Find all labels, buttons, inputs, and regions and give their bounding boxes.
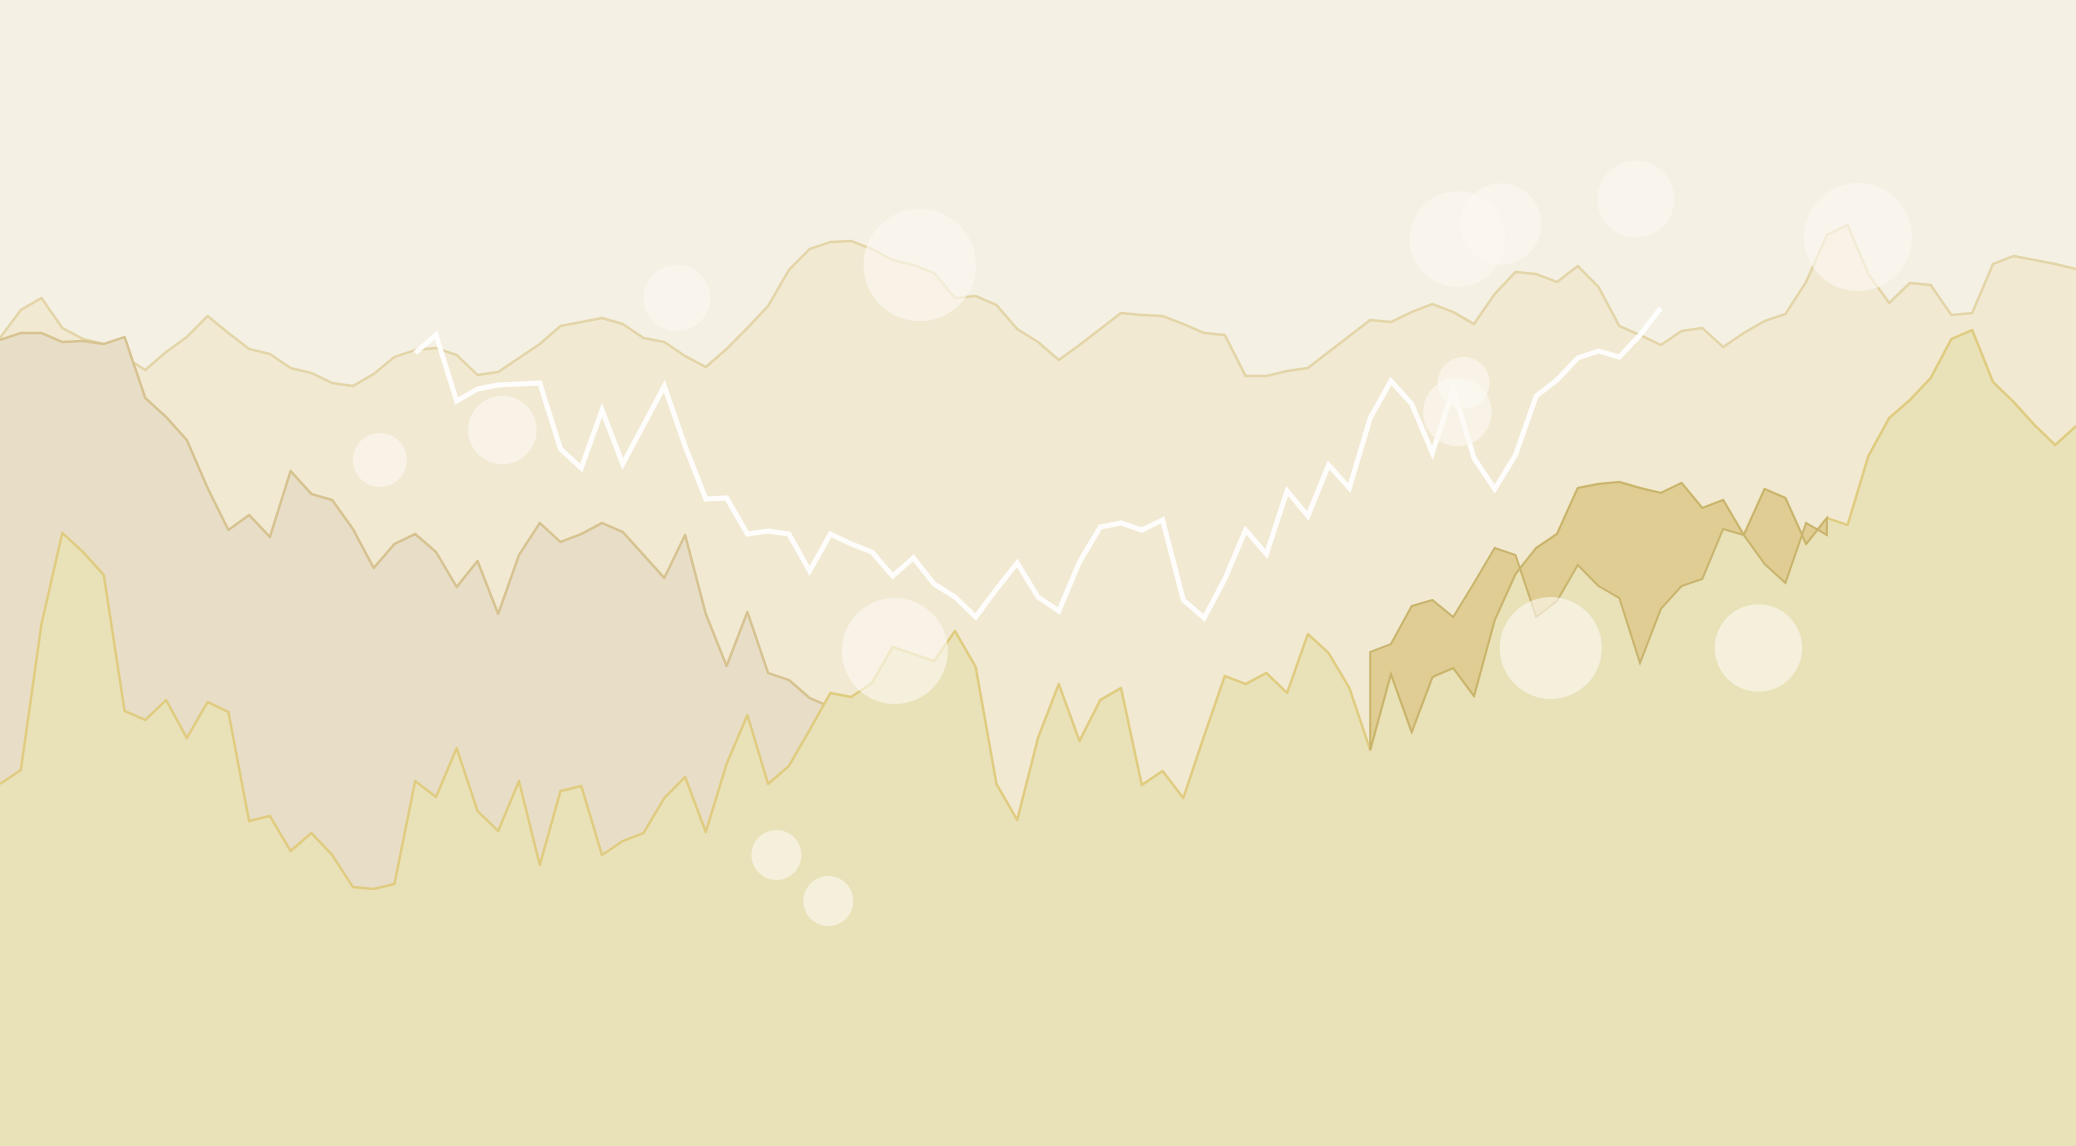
bubble-13 xyxy=(1714,604,1803,692)
bubble-10 xyxy=(352,433,407,487)
bubble-5 xyxy=(1597,160,1675,238)
overlap-band xyxy=(1369,480,1828,751)
bubble-12 xyxy=(1499,597,1602,699)
bubble-14 xyxy=(751,830,802,880)
bubble-4 xyxy=(1409,191,1506,287)
area-edge-1 xyxy=(0,223,2076,388)
bubble-15 xyxy=(803,876,854,926)
bubble-9 xyxy=(468,395,537,465)
bubble-8 xyxy=(1423,377,1492,447)
bubble-2 xyxy=(863,208,976,322)
bubble-group xyxy=(352,160,1913,926)
overlap-band-group xyxy=(1369,480,1828,751)
bubble-11 xyxy=(841,598,948,704)
bubble-1 xyxy=(643,264,711,332)
bubble-6 xyxy=(1803,182,1913,292)
